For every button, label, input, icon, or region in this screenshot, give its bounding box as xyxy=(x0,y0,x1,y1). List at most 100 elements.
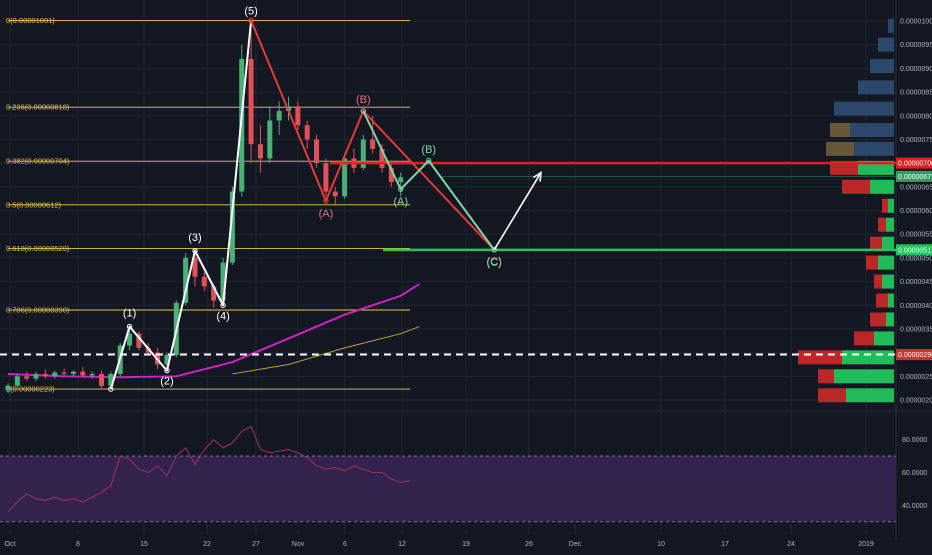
volume-profile-bar xyxy=(878,37,894,52)
candle-body xyxy=(89,373,95,376)
volume-profile-bar xyxy=(870,236,882,251)
correction-wave-red xyxy=(250,20,495,251)
correction-wave-green xyxy=(362,110,496,251)
wave-label: (C) xyxy=(487,256,502,268)
wave-label: (5) xyxy=(244,6,257,18)
volume-profile-bar xyxy=(846,388,894,403)
volume-profile-bar xyxy=(874,274,882,289)
wave-label: (A) xyxy=(393,196,408,208)
candle-body xyxy=(61,372,67,374)
volume-profile-bar xyxy=(870,312,886,327)
wave-label: (B) xyxy=(421,144,436,156)
wave-label: (C) xyxy=(487,257,502,269)
candle-body xyxy=(24,376,30,379)
x-tick-label: Dec xyxy=(569,541,582,548)
volume-profile-bar xyxy=(842,350,894,365)
price-tag-label: 0.00000517 xyxy=(898,247,932,254)
candle-body xyxy=(323,163,329,192)
wave-label: (1) xyxy=(123,308,136,320)
rsi-band xyxy=(0,456,896,522)
wave-label: (3) xyxy=(188,232,201,244)
volume-profile-bar xyxy=(842,179,870,194)
x-tick-label: 6 xyxy=(343,541,347,548)
candle-body xyxy=(99,373,104,386)
forecast-arrow xyxy=(493,172,542,251)
candle-body xyxy=(304,125,310,140)
rsi-tick-label: 80.0000 xyxy=(902,437,927,444)
fibonacci-retracement[interactable]: 0(0.00001001) 0.236(0.00000818) 0.382(0.00… xyxy=(6,16,410,394)
candle-body xyxy=(14,376,20,386)
price-tag xyxy=(896,170,932,182)
impulse-wave xyxy=(109,20,253,390)
x-tick-label: 8 xyxy=(76,541,80,548)
volume-profile-bar xyxy=(870,59,894,74)
wave-point xyxy=(108,386,114,392)
volume-profile-bar xyxy=(826,141,854,156)
candle-body xyxy=(145,347,151,353)
candle-body xyxy=(201,276,207,287)
fib-level-label: 1(0.00000223) xyxy=(6,385,55,394)
candle-body xyxy=(276,111,282,121)
wave-point xyxy=(398,186,404,192)
candle-body xyxy=(360,139,366,168)
wave-point xyxy=(360,108,366,114)
x-tick-label: 2019 xyxy=(858,541,874,548)
wave-point xyxy=(323,198,329,204)
y-tick-label: 0.00000200 xyxy=(900,398,932,405)
rsi-tick-label: 40.0000 xyxy=(902,503,927,510)
wave-point xyxy=(248,17,254,24)
volume-profile-bar xyxy=(834,101,894,116)
candle-body xyxy=(33,373,39,379)
candle-body xyxy=(70,371,76,374)
candle-body xyxy=(211,286,217,301)
volume-profile-bar xyxy=(882,236,894,251)
price-tag-label: 0.00000700 xyxy=(898,161,932,168)
wave-point xyxy=(164,367,170,374)
candle-body xyxy=(136,333,142,348)
volume-profile-bar xyxy=(834,369,894,384)
candle-body xyxy=(295,106,301,126)
price-tag xyxy=(896,349,932,361)
volume-profile xyxy=(798,18,894,403)
candle-body xyxy=(314,139,320,164)
x-tick-label: 15 xyxy=(140,541,148,548)
fib-level-label: 0.618(0.00000520) xyxy=(6,244,70,253)
candle-body xyxy=(257,144,263,159)
wave-point xyxy=(220,302,226,308)
candle-body xyxy=(42,373,48,377)
candle-body xyxy=(379,148,385,168)
wave-label: (4) xyxy=(216,310,229,322)
volume-profile-bar xyxy=(874,331,894,346)
candle-body xyxy=(388,167,394,183)
wave-point xyxy=(126,323,133,330)
x-tick-label: 24 xyxy=(787,541,795,548)
volume-profile-bar xyxy=(818,388,846,403)
wave-label: (2) xyxy=(160,376,173,388)
candle-body xyxy=(127,333,133,346)
volume-profile-bar xyxy=(858,80,894,95)
x-tick-label: 19 xyxy=(462,541,470,548)
volume-profile-bar xyxy=(888,198,894,213)
volume-profile-bar xyxy=(870,179,894,194)
elliott-waves[interactable]: (1)(2)(3)(4)(5)(A)(B)(C)(A)(B)(C) xyxy=(108,6,542,392)
horizontal-levels[interactable] xyxy=(0,161,896,356)
x-tick-label: 17 xyxy=(721,541,729,548)
candle-body xyxy=(332,191,338,197)
wave-label: (B) xyxy=(356,94,371,106)
volume-profile-bar xyxy=(878,255,894,270)
fib-level-label: 0.236(0.00000818) xyxy=(6,103,70,112)
candle-body xyxy=(220,262,226,301)
wave-point xyxy=(426,158,432,164)
volume-profile-bar xyxy=(886,217,894,232)
candle-body xyxy=(108,373,114,386)
